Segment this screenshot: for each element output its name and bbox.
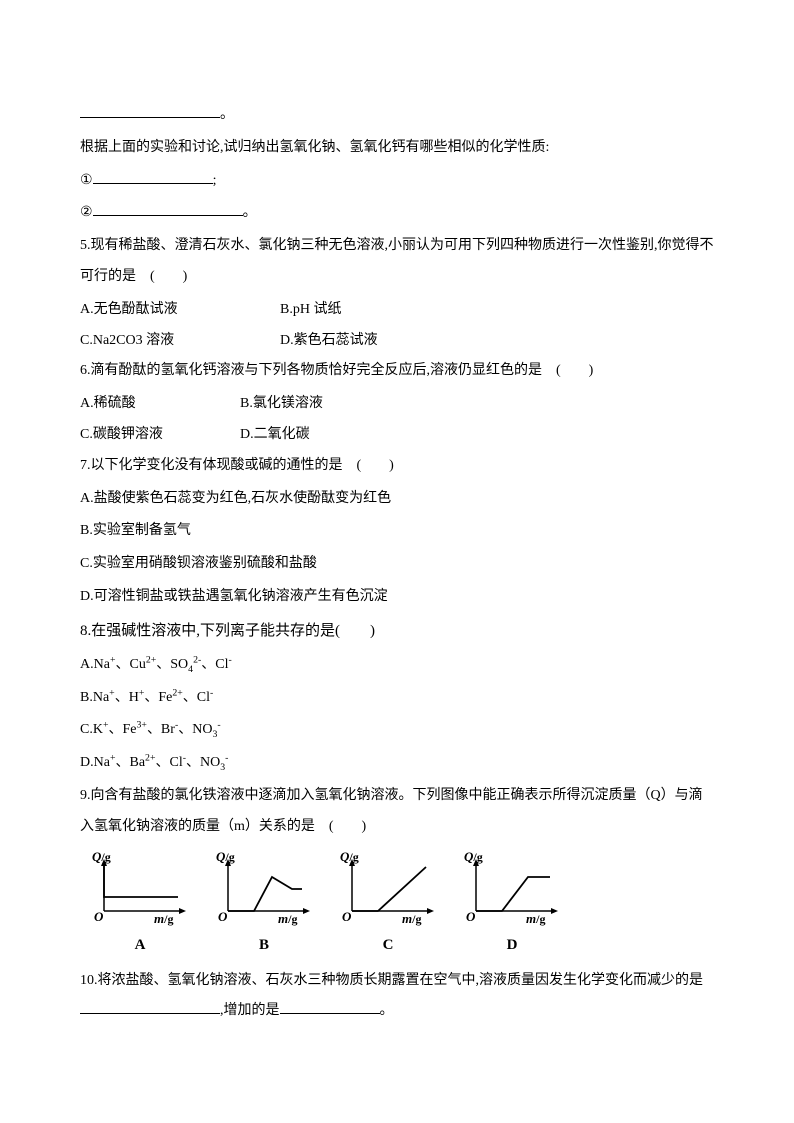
q10: 10.将浓盐酸、氢氧化钠溶液、石灰水三种物质长期露置在空气中,溶液质量因发生化学… [80,966,714,1028]
intro-line1: 根据上面的实验和讨论,试归纳出氢氧化钠、氢氧化钙有哪些相似的化学性质: [80,133,714,164]
svg-text:Q/g: Q/g [216,849,235,864]
q8-optC-prefix: C. [80,722,93,737]
circled-1: ① [80,173,93,188]
q7-stem: 7.以下化学变化没有体现酸或碱的通性的是 ( ) [80,451,714,482]
q5-optA[interactable]: A.无色酚酞试液 [80,295,280,326]
q5-row1: A.无色酚酞试液 B.pH 试纸 [80,295,714,326]
q8-optD-prefix: D. [80,755,94,770]
svg-text:m/g: m/g [278,911,297,926]
svg-text:O: O [466,909,476,924]
chart-B[interactable]: Q/g Om/g B [214,849,314,962]
svg-text:O: O [342,909,352,924]
q6-stem: 6.滴有酚酞的氢氧化钙溶液与下列各物质恰好完全反应后,溶液仍显红色的是 ( ) [80,356,714,387]
q5-optB[interactable]: B.pH 试纸 [280,295,341,326]
q9-charts: Q/g Om/g A Q/g Om/g B Q/g Om/g C Q/g Om/g D [90,849,714,962]
q10-suffix: 。 [380,1003,394,1018]
q8-optB[interactable]: B.Na+、H+、Fe2+、Cl- [80,683,714,714]
intro-circ2: ②。 [80,198,714,229]
fill-blank[interactable] [80,117,220,118]
circled-2: ② [80,205,93,220]
svg-text:Q/g: Q/g [464,849,483,864]
q8-stem: 8.在强碱性溶液中,下列离子能共存的是( ) [80,615,714,648]
intro-blank: 。 [80,100,714,131]
q6-optC[interactable]: C.碳酸钾溶液 [80,420,240,451]
q8-optA-prefix: A. [80,657,94,672]
q10-blank2[interactable] [280,1013,380,1014]
intro-circ1: ①; [80,166,714,197]
q8-optB-prefix: B. [80,690,93,705]
q6-row1: A.稀硫酸 B.氯化镁溶液 [80,389,714,420]
svg-text:m/g: m/g [402,911,421,926]
q8-optD[interactable]: D.Na+、Ba2+、Cl-、NO3- [80,748,714,779]
chart-label: D [507,929,518,962]
q6-optD[interactable]: D.二氧化碳 [240,420,310,451]
svg-text:O: O [218,909,228,924]
chart-label: C [383,929,394,962]
circ1-suffix: ; [213,173,217,188]
q5-row2: C.Na2CO3 溶液 D.紫色石蕊试液 [80,326,714,357]
chart-D[interactable]: Q/g Om/g D [462,849,562,962]
svg-text:Q/g: Q/g [92,849,111,864]
svg-text:O: O [94,909,104,924]
chart-label: B [259,929,269,962]
chart-C[interactable]: Q/g Om/g C [338,849,438,962]
circ2-suffix: 。 [243,205,257,220]
fill-blank-2[interactable] [93,215,243,216]
blank-suffix: 。 [220,107,234,122]
q9-stem: 9.向含有盐酸的氯化铁溶液中逐滴加入氢氧化钠溶液。下列图像中能正确表示所得沉淀质… [80,781,714,843]
svg-text:m/g: m/g [154,911,173,926]
q7-optC[interactable]: C.实验室用硝酸钡溶液鉴别硫酸和盐酸 [80,549,714,580]
fill-blank-1[interactable] [93,183,213,184]
chart-A[interactable]: Q/g Om/g A [90,849,190,962]
q8-optC[interactable]: C.K+、Fe3+、Br-、NO3- [80,715,714,746]
q8-optA[interactable]: A.Na+、Cu2+、SO42-、Cl- [80,650,714,681]
q5-optD[interactable]: D.紫色石蕊试液 [280,326,378,357]
q7-optD[interactable]: D.可溶性铜盐或铁盐遇氢氧化钠溶液产生有色沉淀 [80,582,714,613]
q10-blank1[interactable] [80,1013,220,1014]
q5-stem: 5.现有稀盐酸、澄清石灰水、氯化钠三种无色溶液,小丽认为可用下列四种物质进行一次… [80,231,714,293]
svg-text:m/g: m/g [526,911,545,926]
q5-optC[interactable]: C.Na2CO3 溶液 [80,326,280,357]
q7-optB[interactable]: B.实验室制备氢气 [80,516,714,547]
q10-mid: ,增加的是 [220,1003,280,1018]
q6-row2: C.碳酸钾溶液 D.二氧化碳 [80,420,714,451]
svg-text:Q/g: Q/g [340,849,359,864]
q10-prefix: 10.将浓盐酸、氢氧化钠溶液、石灰水三种物质长期露置在空气中,溶液质量因发生化学… [80,973,703,988]
chart-label: A [135,929,146,962]
q6-optB[interactable]: B.氯化镁溶液 [240,389,323,420]
q7-optA[interactable]: A.盐酸使紫色石蕊变为红色,石灰水使酚酞变为红色 [80,484,714,515]
q6-optA[interactable]: A.稀硫酸 [80,389,240,420]
